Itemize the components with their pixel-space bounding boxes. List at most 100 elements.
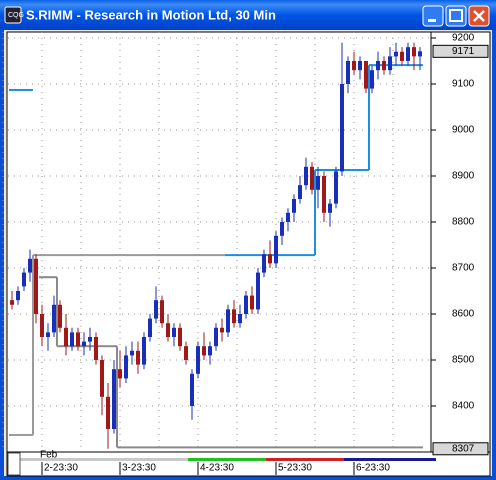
x-month-label: Feb bbox=[40, 450, 58, 461]
candle-body bbox=[130, 350, 134, 356]
candle-body bbox=[148, 318, 152, 337]
candle-body bbox=[70, 332, 74, 347]
scroll-box[interactable] bbox=[7, 452, 21, 476]
candle-body bbox=[400, 51, 404, 61]
candle-body bbox=[208, 346, 212, 356]
app-icon-glyph: CQG bbox=[8, 12, 24, 19]
candle-body bbox=[124, 355, 128, 379]
candle-body bbox=[256, 272, 260, 310]
candle-body bbox=[76, 332, 80, 347]
candle-body bbox=[250, 295, 254, 310]
candle-body bbox=[184, 346, 188, 360]
candle-body bbox=[196, 346, 200, 374]
candle-body bbox=[172, 327, 176, 337]
y-tick-label: 9000 bbox=[452, 125, 475, 136]
candle-body bbox=[238, 313, 242, 324]
y-tick-label: 9100 bbox=[452, 79, 475, 90]
session-band bbox=[344, 458, 436, 461]
app-icon[interactable] bbox=[4, 6, 22, 24]
candle-body bbox=[244, 295, 248, 314]
price-marker-box bbox=[432, 44, 489, 58]
candle-body bbox=[52, 304, 56, 333]
y-tick-label: 8600 bbox=[452, 309, 475, 320]
candle-body bbox=[100, 359, 104, 397]
y-tick-label: 8700 bbox=[452, 263, 475, 274]
candle-body bbox=[142, 336, 146, 365]
candle-body bbox=[364, 60, 368, 89]
x-tick-label: 6-23:30 bbox=[356, 463, 390, 474]
candle-body bbox=[316, 175, 320, 190]
session-band bbox=[8, 458, 188, 461]
x-tick-label: 2-23:30 bbox=[44, 463, 78, 474]
candle-body bbox=[262, 254, 266, 273]
candle-body bbox=[112, 369, 116, 429]
candle-body bbox=[28, 258, 32, 273]
plot-area: 8400 8500 8600 8700 8800 8900 9000 9100 9200 2-23… bbox=[2, 32, 489, 475]
maximize-button[interactable] bbox=[445, 5, 467, 27]
candle-body bbox=[298, 185, 302, 199]
candle-body bbox=[352, 60, 356, 71]
candle-body bbox=[118, 369, 122, 379]
candle-body bbox=[334, 171, 338, 204]
y-tick-label: 8900 bbox=[452, 171, 475, 182]
candle-body bbox=[94, 336, 98, 360]
minimize-button[interactable] bbox=[422, 5, 444, 27]
candle-body bbox=[382, 60, 386, 71]
candle-body bbox=[328, 203, 332, 213]
candle-body bbox=[154, 300, 158, 319]
candle-body bbox=[58, 304, 62, 328]
candle-body bbox=[166, 323, 170, 337]
price-marker-box bbox=[432, 442, 489, 456]
candle-body bbox=[388, 56, 392, 71]
candle-body bbox=[406, 47, 410, 61]
title-bar[interactable] bbox=[0, 0, 496, 30]
candle-body bbox=[136, 350, 140, 365]
y-tick-label: 9200 bbox=[452, 33, 475, 44]
candle-body bbox=[88, 336, 92, 342]
time-axis-panel bbox=[6, 451, 491, 477]
candle-body bbox=[286, 212, 290, 222]
session-band bbox=[266, 458, 344, 461]
candle-body bbox=[10, 300, 14, 305]
candle-body bbox=[346, 60, 350, 84]
candle-body bbox=[82, 341, 86, 347]
candle-body bbox=[292, 198, 296, 213]
candle-body bbox=[34, 258, 38, 314]
candle-body bbox=[220, 327, 224, 333]
candle-body bbox=[304, 166, 308, 186]
x-tick-label: 4-23:30 bbox=[200, 463, 234, 474]
candle-body bbox=[64, 327, 68, 347]
y-tick-label: 8800 bbox=[452, 217, 475, 228]
candle-body bbox=[22, 272, 26, 287]
candle-body bbox=[202, 346, 206, 356]
y-tick-label: 8400 bbox=[452, 401, 475, 412]
session-band bbox=[188, 458, 266, 461]
candle-body bbox=[46, 332, 50, 337]
candle-body bbox=[412, 47, 416, 57]
chart-panel bbox=[6, 31, 491, 453]
window-title: S.RIMM - Research in Motion Ltd, 30 Min bbox=[26, 7, 276, 22]
candle-body bbox=[394, 51, 398, 57]
candle-body bbox=[418, 51, 422, 57]
price-marker-label: 8307 bbox=[452, 443, 475, 454]
candle-body bbox=[214, 327, 218, 347]
x-tick-label: 3-23:30 bbox=[122, 463, 156, 474]
candle-body bbox=[16, 290, 20, 301]
candle-body bbox=[322, 175, 326, 213]
candle-body bbox=[376, 60, 380, 71]
candle-body bbox=[178, 327, 182, 347]
x-tick-label: 5-23:30 bbox=[278, 463, 312, 474]
candle-body bbox=[106, 396, 110, 429]
candle-body bbox=[226, 309, 230, 333]
y-tick-label: 8500 bbox=[452, 355, 475, 366]
candle-body bbox=[190, 373, 194, 406]
candle-body bbox=[268, 254, 272, 264]
candle-body bbox=[40, 313, 44, 337]
candle-body bbox=[232, 309, 236, 324]
close-button[interactable] bbox=[468, 5, 490, 27]
candle-body bbox=[160, 300, 164, 324]
candle-body bbox=[274, 235, 278, 264]
price-marker-label: 9171 bbox=[452, 46, 475, 57]
